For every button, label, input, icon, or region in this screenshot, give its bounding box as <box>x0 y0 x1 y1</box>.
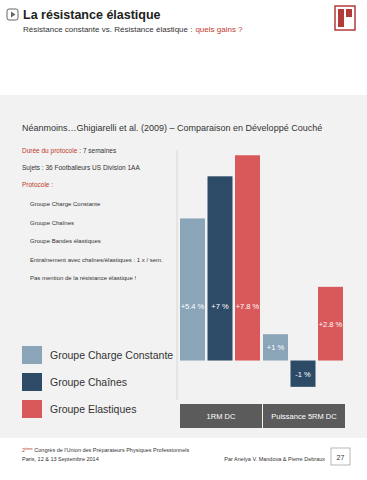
bar <box>180 218 205 360</box>
bar <box>291 361 316 387</box>
subtitle-highlight: quels gains ? <box>195 25 243 34</box>
category-band <box>263 404 345 428</box>
duration-label: Durée du protocole <box>22 147 78 155</box>
subtitle-text: Résistance constante vs. Résistance élas… <box>23 25 192 34</box>
page-number: 27 <box>337 454 345 461</box>
bar <box>235 155 260 360</box>
data-labels: +5.4 % +7 % +7.8 % +1 % -1 % +2.8 % <box>181 302 343 379</box>
footer-place: Paris, 12 & 13 Septembre 2014 <box>22 456 99 462</box>
category-label: 1RM DC <box>207 412 236 421</box>
chart-title: Néanmoins…Ghigiarelli et al. (2009) – Co… <box>22 123 322 133</box>
study-duration: Durée du protocole: 7 semaines <box>22 147 117 155</box>
protocol-item: Groupe Bandes élastiques <box>30 238 101 244</box>
bar <box>263 334 288 360</box>
header-icon-arrow <box>11 12 16 18</box>
data-label: -1 % <box>295 370 311 379</box>
protocol-item: Entraînement avec chaînes/élastiques : 1… <box>30 257 163 263</box>
data-label: +7 % <box>211 302 229 311</box>
legend-swatch <box>22 346 42 364</box>
legend-swatch <box>22 373 42 391</box>
bar <box>318 287 343 361</box>
data-label: +2.8 % <box>319 320 343 329</box>
logo-part <box>346 9 352 17</box>
congress-name: Congrès de l'Union des Préparateurs Phys… <box>34 447 189 453</box>
congress-suffix: ème <box>25 446 34 451</box>
duration-value: : 7 semaines <box>79 147 117 154</box>
page-box <box>331 448 350 465</box>
category-band <box>180 404 262 428</box>
data-label: +7.8 % <box>236 302 260 311</box>
header-title: La résistance élastique <box>23 8 161 22</box>
protocol-item: Groupe Charge Constante <box>30 201 101 207</box>
legend-swatch <box>22 400 42 418</box>
protocol-item: Groupe Chaînes <box>30 220 74 226</box>
bar <box>208 176 233 360</box>
slide: La résistance élastique Résistance consta… <box>0 0 367 480</box>
legend-label: Groupe Charge Constante <box>50 349 173 361</box>
logo <box>335 6 355 30</box>
y-axis <box>177 150 178 400</box>
panel <box>0 95 367 438</box>
category-label: Puissance 5RM DC <box>271 412 337 421</box>
data-label: +1 % <box>267 343 285 352</box>
footer-authors: Par Anelya V. Mandova & Pierre Debraux <box>224 456 325 462</box>
protocol-label: Protocole : <box>22 181 53 188</box>
background <box>0 0 367 480</box>
header-subtitle: Résistance constante vs. Résistance élas… <box>23 25 243 34</box>
legend-label: Groupe Elastiques <box>50 403 136 415</box>
logo-part <box>338 9 344 27</box>
data-label: +5.4 % <box>181 302 205 311</box>
header-icon <box>7 9 18 20</box>
protocol-item: Pas mention de la résistance élastique ! <box>30 275 136 281</box>
footer-congress: 2èmeCongrès de l'Union des Préparateurs … <box>22 446 189 453</box>
study-subjects: Sujets : 36 Footballeurs US Division 1AA <box>22 164 140 172</box>
legend-label: Groupe Chaînes <box>50 376 127 388</box>
bars <box>180 155 343 387</box>
